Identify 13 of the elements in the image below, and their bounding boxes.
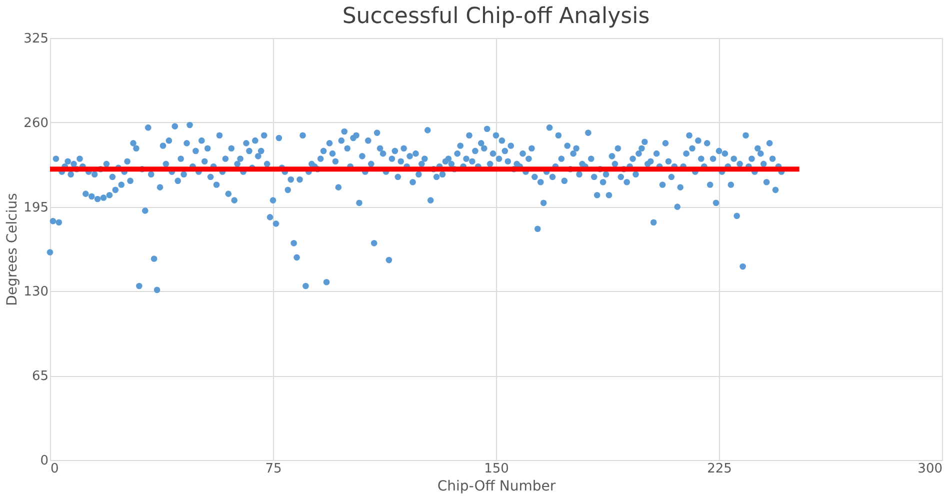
y-tick-label: 195 bbox=[24, 200, 48, 216]
chart-title: Successful Chip-off Analysis bbox=[342, 4, 650, 29]
y-tick-label: 65 bbox=[32, 369, 48, 384]
x-tick-label: 150 bbox=[484, 462, 509, 476]
y-tick-label: 130 bbox=[24, 284, 48, 300]
y-axis-title: Degrees Celcius bbox=[4, 193, 21, 306]
x-tick-label: 0 bbox=[50, 462, 59, 476]
y-tick-label: 325 bbox=[24, 32, 48, 46]
x-tick-label: 225 bbox=[707, 462, 732, 476]
x-tick-label: 300 bbox=[918, 462, 942, 476]
x-tick-label: 75 bbox=[265, 462, 282, 476]
y-tick-label: 260 bbox=[24, 116, 48, 131]
x-axis-title: Chip-Off Number bbox=[437, 478, 556, 494]
